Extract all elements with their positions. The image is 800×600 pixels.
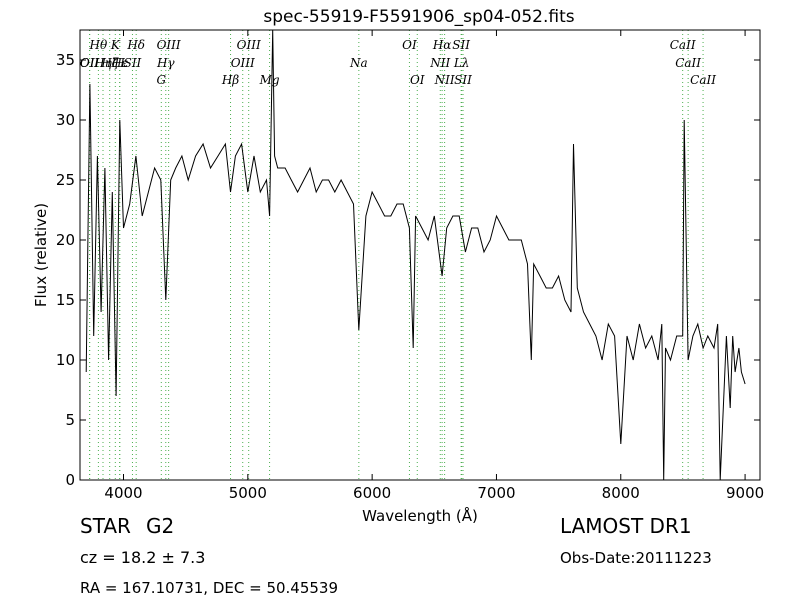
x-tick-label: 4000 <box>104 484 142 502</box>
observation-date: Obs-Date:20111223 <box>560 549 712 567</box>
spectral-line-label: Hα <box>432 38 452 52</box>
spectral-line-label: CaII <box>670 38 696 52</box>
y-axis-ticks: 0 5 10 15 20 25 30 35 <box>56 51 760 489</box>
spectral-line-label: Hη <box>93 56 112 70</box>
y-tick-label: 10 <box>56 351 75 369</box>
spectral-line-label: SII <box>452 38 470 52</box>
spectral-line-label: SII <box>124 56 142 70</box>
y-tick-label: 30 <box>56 111 75 129</box>
spectral-line-label: OI <box>402 38 417 52</box>
x-tick-label: 8000 <box>602 484 640 502</box>
spectral-line-label: SII <box>454 73 472 87</box>
spectral-line-label: Hζ <box>100 56 119 70</box>
spectral-line-label: NII <box>434 73 455 87</box>
x-tick-label: 9000 <box>726 484 764 502</box>
spectral-line-label: Hθ <box>89 38 108 52</box>
chart-title: spec-55919-F5591906_sp04-052.fits <box>263 7 574 27</box>
spectral-line-label: OIII <box>237 38 261 52</box>
spectral-line-label: G <box>157 73 167 87</box>
y-tick-label: 0 <box>65 471 75 489</box>
spectral-line-label: NII <box>429 56 450 70</box>
spectral-line-label: OIII <box>231 56 255 70</box>
spectral-line-markers <box>89 30 704 480</box>
y-tick-label: 35 <box>56 51 75 69</box>
spectral-line-label: CaII <box>690 73 716 87</box>
spectral-line-label: CaII <box>675 56 701 70</box>
spectral-line-label: K <box>110 38 121 52</box>
spectral-line-labels: OIIOIIHθHηHζKHHεSIIHδGHγOIIIHβOIIIOIIIMg… <box>80 38 716 87</box>
spectral-line-label: Hγ <box>156 56 175 70</box>
spectral-line-label: Lλ <box>453 56 470 70</box>
ra-dec-coordinates: RA = 167.10731, DEC = 50.45539 <box>80 579 339 597</box>
redshift-cz: cz = 18.2 ± 7.3 <box>80 548 206 567</box>
survey-name: LAMOST DR1 <box>560 514 692 538</box>
x-axis-ticks: 4000 5000 6000 7000 8000 9000 <box>104 30 764 502</box>
spectral-line-label: Hβ <box>221 73 239 87</box>
x-axis-label: Wavelength (Å) <box>362 506 478 525</box>
spectral-line-label: Mg <box>259 73 280 87</box>
y-tick-label: 25 <box>56 171 75 189</box>
plot-frame <box>79 29 761 481</box>
spectral-line-label: Hε <box>110 56 128 70</box>
y-axis-label: Flux (relative) <box>32 203 50 307</box>
y-tick-label: 20 <box>56 231 75 249</box>
y-tick-label: 5 <box>65 411 75 429</box>
spectral-line-label: Hδ <box>126 38 145 52</box>
y-tick-label: 15 <box>56 291 75 309</box>
x-tick-label: 7000 <box>477 484 515 502</box>
x-tick-label: 5000 <box>229 484 267 502</box>
object-type: STAR <box>80 514 131 538</box>
spectral-line-label: OIII <box>157 38 181 52</box>
x-tick-label: 6000 <box>353 484 391 502</box>
object-class: G2 <box>146 514 175 538</box>
spectrum-series <box>85 29 746 481</box>
spectral-line-label: OI <box>410 73 425 87</box>
spectral-line-label: Na <box>349 56 368 70</box>
spectral-line-label: H <box>113 56 125 70</box>
